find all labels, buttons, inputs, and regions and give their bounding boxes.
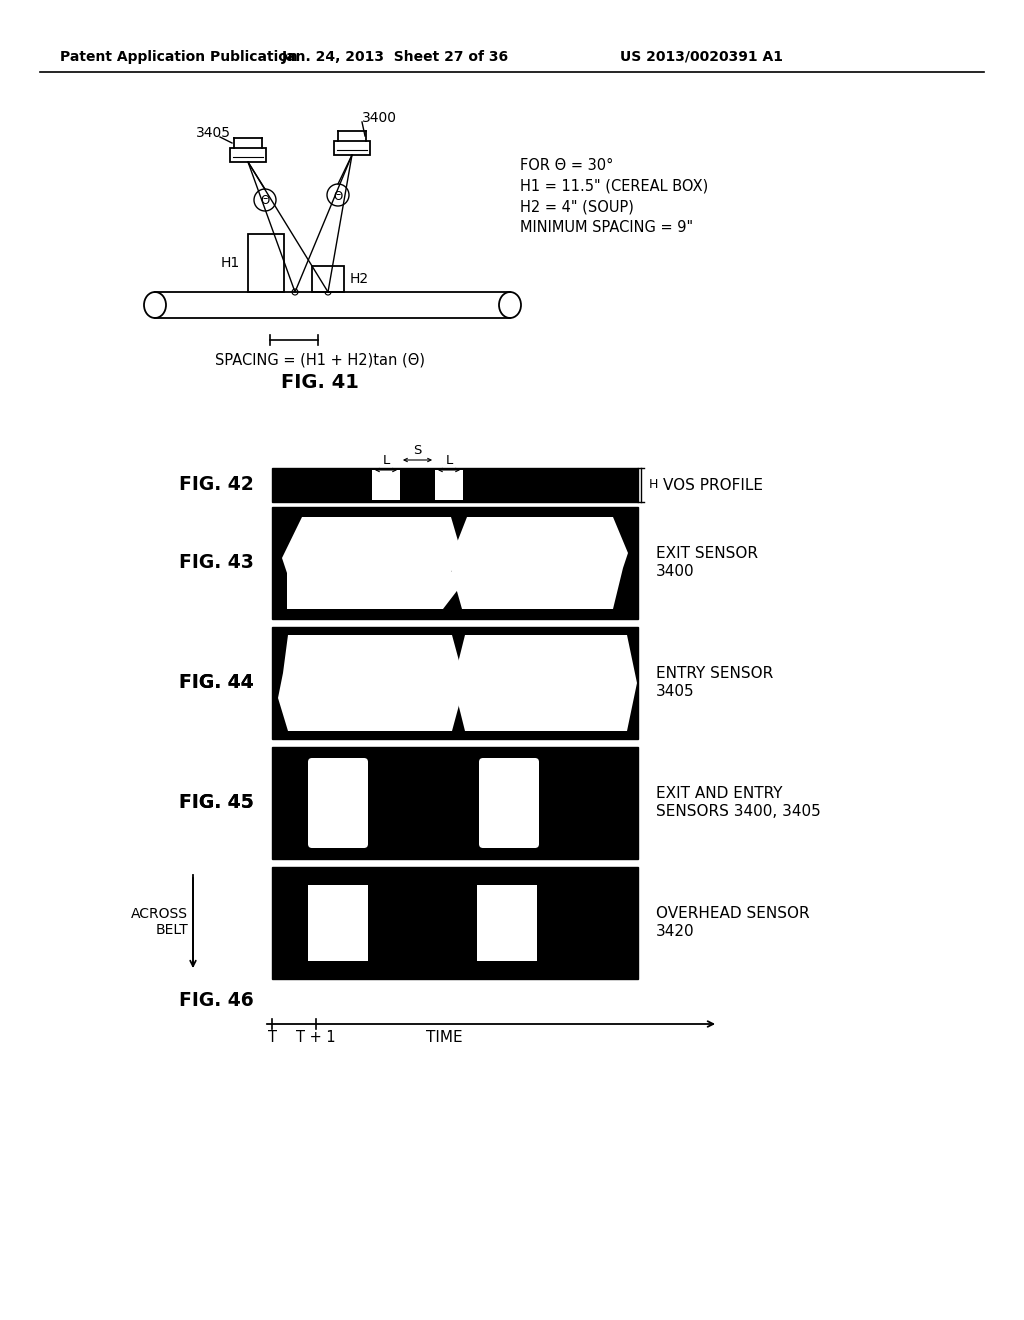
Text: VOS PROFILE: VOS PROFILE	[663, 478, 763, 492]
Bar	[272, 867, 638, 979]
Polygon shape	[453, 635, 637, 731]
Text: US 2013/0020391 A1: US 2013/0020391 A1	[620, 50, 783, 63]
Bar	[248, 234, 284, 292]
Text: EXIT AND ENTRY: EXIT AND ENTRY	[656, 787, 782, 801]
Text: OVERHEAD SENSOR: OVERHEAD SENSOR	[656, 907, 810, 921]
FancyBboxPatch shape	[479, 758, 539, 847]
Text: TIME: TIME	[426, 1031, 462, 1045]
Text: 3405: 3405	[656, 685, 694, 700]
Text: L: L	[382, 454, 389, 466]
Polygon shape	[449, 517, 628, 609]
Text: FIG. 44: FIG. 44	[179, 673, 254, 693]
Text: FOR Θ = 30°: FOR Θ = 30°	[520, 157, 613, 173]
Text: T + 1: T + 1	[296, 1031, 336, 1045]
Text: Jan. 24, 2013  Sheet 27 of 36: Jan. 24, 2013 Sheet 27 of 36	[282, 50, 509, 63]
Text: S: S	[414, 444, 422, 457]
Text: H: H	[649, 479, 658, 491]
Text: L: L	[445, 454, 453, 466]
Text: H1: H1	[221, 256, 240, 271]
Bar	[372, 470, 400, 500]
Text: H2 = 4" (SOUP): H2 = 4" (SOUP)	[520, 199, 634, 214]
Text: H1 = 11.5" (CEREAL BOX): H1 = 11.5" (CEREAL BOX)	[520, 178, 709, 194]
Text: FIG. 44: FIG. 44	[179, 673, 254, 693]
Text: FIG. 46: FIG. 46	[179, 991, 254, 1011]
Text: FIG. 42: FIG. 42	[179, 475, 254, 495]
Ellipse shape	[499, 292, 521, 318]
Polygon shape	[282, 517, 463, 609]
Bar	[272, 627, 638, 739]
Text: 3400: 3400	[362, 111, 397, 125]
Text: 3420: 3420	[656, 924, 694, 940]
Text: FIG. 41: FIG. 41	[281, 372, 359, 392]
Bar	[272, 507, 638, 619]
Text: FIG. 45: FIG. 45	[179, 793, 254, 813]
Text: 3400: 3400	[656, 565, 694, 579]
Text: Θ: Θ	[260, 194, 269, 207]
Text: SENSORS 3400, 3405: SENSORS 3400, 3405	[656, 804, 821, 820]
Text: H2: H2	[350, 272, 369, 286]
Bar	[272, 747, 638, 859]
Text: MINIMUM SPACING = 9": MINIMUM SPACING = 9"	[520, 220, 693, 235]
Text: FIG. 43: FIG. 43	[179, 553, 254, 573]
Bar	[435, 470, 463, 500]
FancyBboxPatch shape	[308, 758, 368, 847]
Text: Θ: Θ	[334, 190, 343, 202]
Bar	[230, 148, 266, 162]
Text: BELT: BELT	[156, 923, 188, 937]
Bar	[272, 469, 638, 502]
Bar	[334, 141, 370, 154]
Bar	[308, 884, 368, 961]
Bar	[477, 884, 537, 961]
Bar	[312, 267, 344, 292]
Text: Patent Application Publication: Patent Application Publication	[60, 50, 298, 63]
Text: FIG. 45: FIG. 45	[179, 793, 254, 813]
Polygon shape	[278, 635, 465, 731]
Text: 3405: 3405	[196, 125, 231, 140]
Text: ACROSS: ACROSS	[131, 907, 188, 921]
Text: T: T	[267, 1031, 276, 1045]
Text: ENTRY SENSOR: ENTRY SENSOR	[656, 667, 773, 681]
Ellipse shape	[144, 292, 166, 318]
Text: EXIT SENSOR: EXIT SENSOR	[656, 546, 758, 561]
Text: SPACING = (H1 + H2)tan (Θ): SPACING = (H1 + H2)tan (Θ)	[215, 352, 425, 367]
